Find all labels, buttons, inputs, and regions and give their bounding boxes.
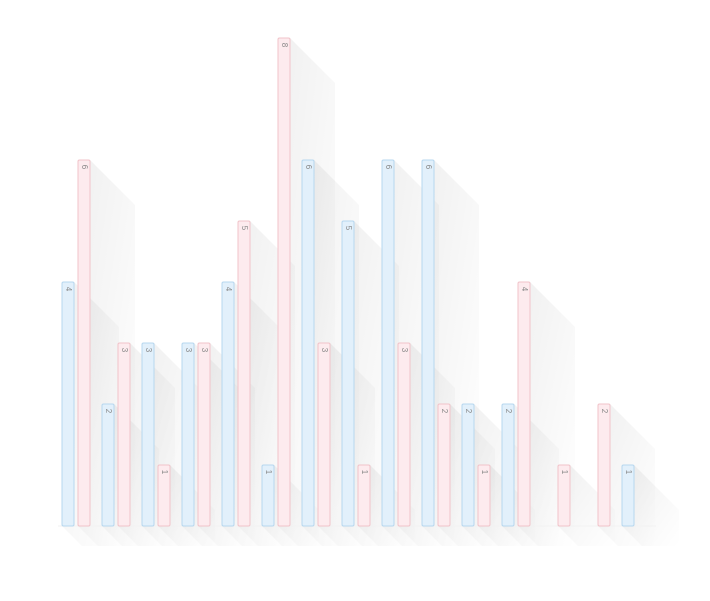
bar: [197, 342, 211, 527]
bar: [501, 403, 515, 527]
bar-value-label: 2: [504, 409, 513, 414]
bar: [61, 281, 75, 527]
bar-value-label: 3: [320, 348, 329, 353]
bar: [357, 464, 371, 527]
bar-value-label: 3: [144, 348, 153, 353]
bar-value-label: 1: [264, 470, 273, 475]
bar: [381, 159, 395, 527]
bar-value-label: 1: [160, 470, 169, 475]
bar: [117, 342, 131, 527]
bar-value-label: 3: [184, 348, 193, 353]
bar-value-label: 2: [104, 409, 113, 414]
bar-value-label: 1: [560, 470, 569, 475]
bar: [77, 159, 91, 527]
bar-value-label: 6: [304, 165, 313, 170]
bar-value-label: 6: [80, 165, 89, 170]
bar-value-label: 2: [464, 409, 473, 414]
bar-value-label: 4: [520, 287, 529, 292]
bar: [341, 220, 355, 527]
bar: [237, 220, 251, 527]
bar-value-label: 4: [224, 287, 233, 292]
bar-value-label: 1: [360, 470, 369, 475]
bar: [557, 464, 571, 527]
bar: [301, 159, 315, 527]
bar: [517, 281, 531, 527]
bar: [221, 281, 235, 527]
bar-value-label: 3: [120, 348, 129, 353]
bar: [437, 403, 451, 527]
bar-value-label: 4: [64, 287, 73, 292]
bar: [621, 464, 635, 527]
bar-value-label: 6: [384, 165, 393, 170]
bar-value-label: 6: [424, 165, 433, 170]
bar: [181, 342, 195, 527]
bar: [477, 464, 491, 527]
bar-value-label: 1: [480, 470, 489, 475]
bar: [277, 37, 291, 527]
bar: [397, 342, 411, 527]
bar-value-label: 2: [440, 409, 449, 414]
bar-value-label: 5: [240, 226, 249, 231]
bar-value-label: 1: [624, 470, 633, 475]
bar-value-label: 3: [200, 348, 209, 353]
bar: [421, 159, 435, 527]
bar: [261, 464, 275, 527]
bar: [317, 342, 331, 527]
bar: [141, 342, 155, 527]
bar: [597, 403, 611, 527]
bar: [101, 403, 115, 527]
bar: [157, 464, 171, 527]
bar-value-label: 3: [400, 348, 409, 353]
bar-value-label: 2: [600, 409, 609, 414]
bar-value-label: 8: [280, 43, 289, 48]
bar-value-label: 5: [344, 226, 353, 231]
bar: [461, 403, 475, 527]
